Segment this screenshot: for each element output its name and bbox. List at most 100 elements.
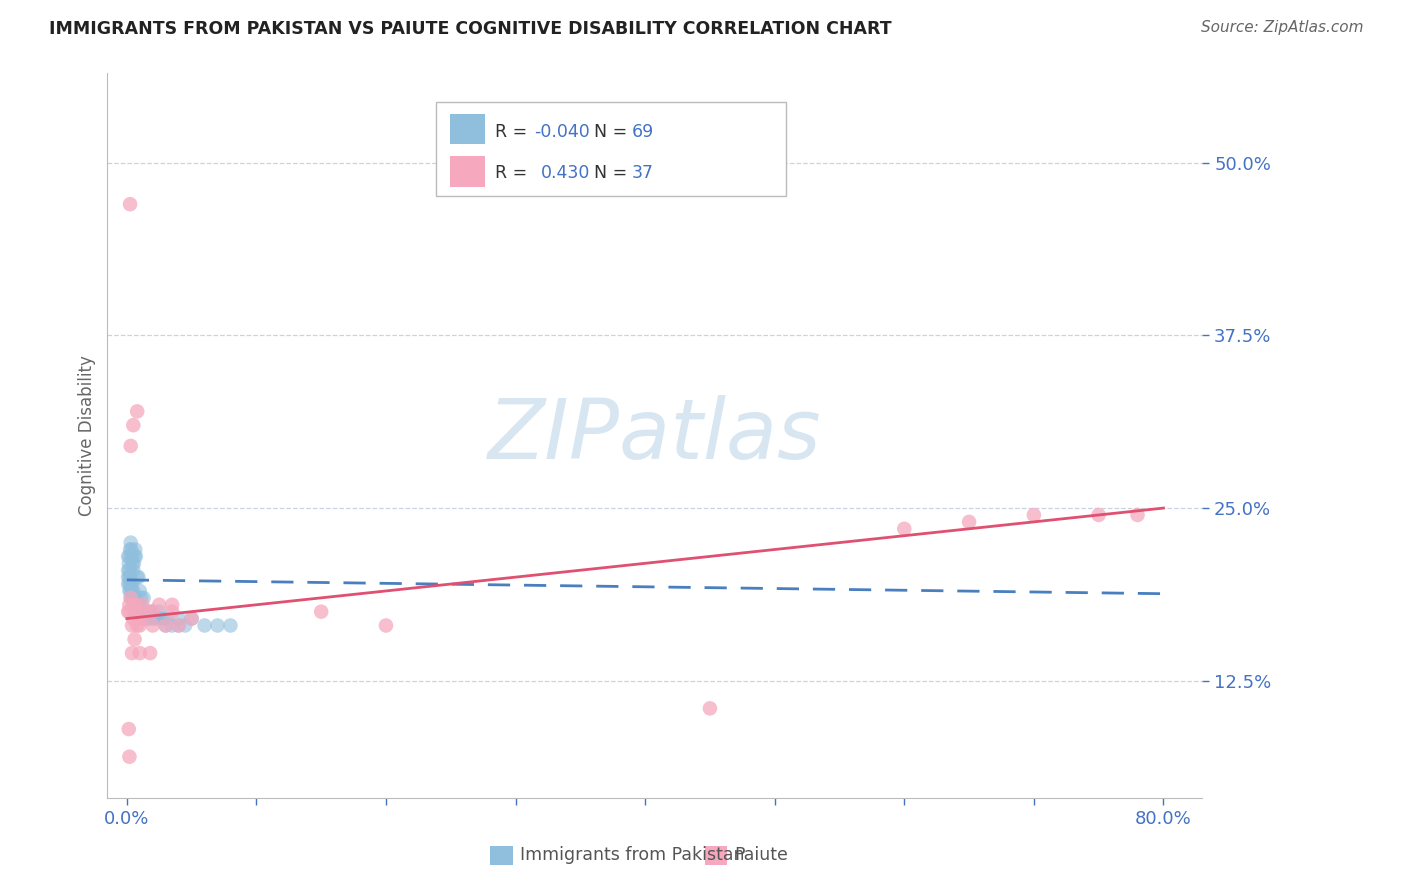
- Point: [699, 701, 721, 715]
- Point: [167, 618, 190, 632]
- Point: [155, 618, 177, 632]
- Point: [124, 549, 146, 564]
- Point: [120, 439, 142, 453]
- Point: [160, 598, 183, 612]
- Text: ZIPatlas: ZIPatlas: [488, 395, 821, 476]
- Point: [124, 605, 146, 619]
- Point: [127, 618, 149, 632]
- Point: [121, 549, 143, 564]
- Point: [142, 618, 165, 632]
- Point: [138, 611, 160, 625]
- Point: [135, 605, 157, 619]
- Point: [120, 542, 142, 557]
- Point: [148, 611, 170, 625]
- Point: [122, 598, 145, 612]
- Point: [132, 591, 155, 605]
- Point: [120, 577, 142, 591]
- Text: 69: 69: [633, 123, 654, 141]
- Point: [128, 583, 150, 598]
- Point: [122, 557, 145, 571]
- Point: [125, 598, 148, 612]
- Point: [155, 618, 177, 632]
- Point: [132, 611, 155, 625]
- Point: [160, 605, 183, 619]
- Point: [127, 598, 149, 612]
- Point: [120, 570, 142, 584]
- Point: [131, 611, 153, 625]
- Point: [167, 611, 190, 625]
- Y-axis label: Cognitive Disability: Cognitive Disability: [79, 355, 96, 516]
- Point: [152, 611, 174, 625]
- Point: [118, 557, 141, 571]
- Point: [125, 591, 148, 605]
- Point: [125, 598, 148, 612]
- Point: [129, 591, 152, 605]
- Point: [125, 549, 148, 564]
- Point: [117, 605, 139, 619]
- Point: [160, 618, 183, 632]
- Point: [118, 549, 141, 564]
- Point: [122, 583, 145, 598]
- Point: [1022, 508, 1045, 522]
- Point: [117, 577, 139, 591]
- Point: [118, 563, 141, 577]
- Text: R =: R =: [495, 123, 533, 141]
- Point: [193, 618, 215, 632]
- Point: [122, 418, 145, 433]
- Point: [207, 618, 229, 632]
- Point: [120, 591, 142, 605]
- Point: [148, 605, 170, 619]
- Text: Source: ZipAtlas.com: Source: ZipAtlas.com: [1201, 20, 1364, 35]
- Point: [127, 605, 149, 619]
- Point: [142, 605, 165, 619]
- Point: [120, 591, 142, 605]
- Point: [135, 611, 157, 625]
- Point: [120, 535, 142, 549]
- Point: [117, 563, 139, 577]
- Point: [893, 522, 915, 536]
- Point: [174, 618, 197, 632]
- Point: [219, 618, 242, 632]
- Text: N =: N =: [593, 123, 633, 141]
- Point: [118, 577, 141, 591]
- Point: [121, 646, 143, 660]
- Point: [131, 598, 153, 612]
- Point: [1126, 508, 1149, 522]
- Point: [124, 598, 146, 612]
- Text: -0.040: -0.040: [534, 123, 589, 141]
- Point: [121, 583, 143, 598]
- Text: Immigrants from Pakistan: Immigrants from Pakistan: [520, 847, 744, 864]
- Text: Paiute: Paiute: [734, 847, 789, 864]
- Point: [128, 605, 150, 619]
- Point: [120, 542, 142, 557]
- Point: [1087, 508, 1109, 522]
- Point: [142, 605, 165, 619]
- Text: IMMIGRANTS FROM PAKISTAN VS PAIUTE COGNITIVE DISABILITY CORRELATION CHART: IMMIGRANTS FROM PAKISTAN VS PAIUTE COGNI…: [49, 20, 891, 37]
- Point: [139, 605, 162, 619]
- Point: [122, 611, 145, 625]
- Point: [118, 598, 141, 612]
- Point: [124, 542, 146, 557]
- Text: N =: N =: [593, 164, 633, 182]
- Point: [120, 583, 142, 598]
- Point: [139, 646, 162, 660]
- Point: [167, 618, 190, 632]
- Point: [117, 549, 139, 564]
- Point: [121, 618, 143, 632]
- Point: [120, 197, 142, 211]
- Point: [128, 618, 150, 632]
- Point: [128, 598, 150, 612]
- Point: [148, 598, 170, 612]
- Point: [118, 722, 141, 736]
- Point: [118, 749, 141, 764]
- Point: [122, 591, 145, 605]
- Point: [118, 583, 141, 598]
- Point: [309, 605, 332, 619]
- Point: [143, 611, 166, 625]
- Point: [125, 605, 148, 619]
- Point: [121, 577, 143, 591]
- Point: [135, 605, 157, 619]
- Point: [117, 570, 139, 584]
- Point: [129, 605, 152, 619]
- Point: [118, 605, 141, 619]
